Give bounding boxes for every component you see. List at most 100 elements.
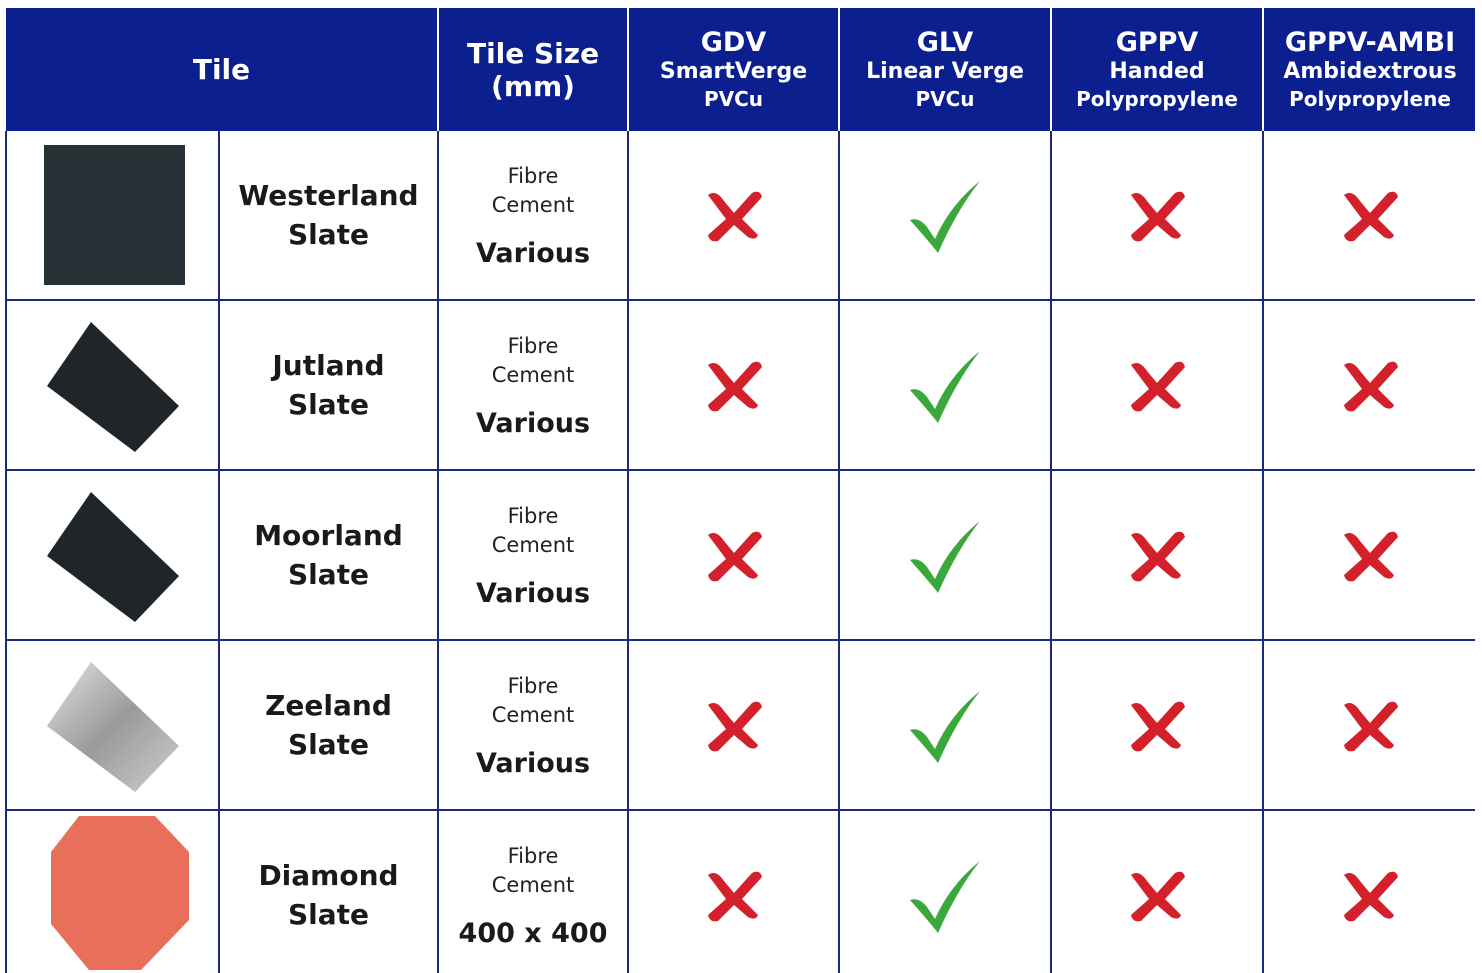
compat-cell bbox=[1262, 640, 1475, 811]
size-cell: Fibre Cement 400 x 400 bbox=[437, 810, 630, 973]
cross-icon bbox=[707, 191, 762, 242]
image-cell bbox=[5, 810, 220, 973]
size-cell: Fibre Cement Various bbox=[437, 640, 630, 811]
tile-image bbox=[51, 816, 189, 970]
tile-name: Slate bbox=[287, 388, 370, 421]
product-desc: Handed bbox=[1109, 58, 1205, 84]
compat-cell bbox=[627, 810, 841, 973]
image-cell bbox=[5, 300, 220, 471]
table-row: Westerland Slate Fibre Cement Various bbox=[5, 131, 1475, 301]
header-row: Tile Tile Size (mm) GDV SmartVerge PVCu GLV L… bbox=[6, 8, 1475, 131]
cross bbox=[707, 531, 762, 582]
table-row: Zeeland Slate Fibre Cement Various bbox=[5, 640, 1475, 811]
tile-size: Various bbox=[475, 237, 591, 269]
product-code: GLV bbox=[916, 26, 974, 58]
check-icon bbox=[910, 181, 981, 253]
cross-icon bbox=[1343, 531, 1398, 582]
product-desc: Polypropylene bbox=[1289, 86, 1451, 111]
check bbox=[910, 691, 981, 763]
tile-name: Slate bbox=[287, 218, 370, 251]
cross bbox=[1343, 361, 1398, 412]
name-cell: Diamond Slate bbox=[217, 810, 440, 973]
cross bbox=[1343, 871, 1398, 922]
product-desc: PVCu bbox=[703, 86, 764, 111]
cross-icon bbox=[1343, 361, 1398, 412]
header-cell: GPPV-AMBI Ambidextrous Polypropylene bbox=[1262, 8, 1475, 131]
cross bbox=[707, 191, 762, 242]
product-code: GPPV bbox=[1115, 26, 1199, 58]
compat-cell bbox=[838, 470, 1053, 641]
size-cell: Fibre Cement Various bbox=[437, 300, 630, 471]
check bbox=[910, 351, 981, 423]
material: Fibre bbox=[507, 843, 559, 868]
product-desc: SmartVerge bbox=[659, 58, 808, 84]
compatibility-table: Tile Tile Size (mm) GDV SmartVerge PVCu GLV L… bbox=[5, 8, 1475, 973]
cross bbox=[707, 361, 762, 412]
cross-icon bbox=[707, 361, 762, 412]
check-icon bbox=[910, 521, 981, 593]
compat-cell bbox=[1050, 640, 1265, 811]
tile-name: Slate bbox=[287, 728, 370, 761]
compat-cell bbox=[1050, 810, 1265, 973]
header-size: Tile Size bbox=[466, 36, 600, 70]
compat-cell bbox=[838, 131, 1053, 301]
tile-image bbox=[47, 662, 179, 792]
tile-name: Zeeland bbox=[265, 689, 392, 722]
check bbox=[910, 861, 981, 933]
tile-image bbox=[44, 145, 185, 285]
material: Cement bbox=[491, 872, 575, 897]
table-row: Moorland Slate Fibre Cement Various bbox=[5, 470, 1475, 641]
compat-cell bbox=[1050, 131, 1265, 301]
cross bbox=[1131, 531, 1186, 582]
product-desc: Linear Verge bbox=[866, 58, 1024, 84]
cross bbox=[1343, 191, 1398, 242]
name-cell: Moorland Slate bbox=[217, 470, 440, 641]
cross bbox=[1131, 871, 1186, 922]
cross-icon bbox=[707, 701, 762, 752]
compat-cell bbox=[627, 640, 841, 811]
product-code: GDV bbox=[700, 26, 767, 58]
tile-image bbox=[47, 322, 179, 452]
cross bbox=[707, 871, 762, 922]
size-cell: Fibre Cement Various bbox=[437, 470, 630, 641]
cross-icon bbox=[707, 531, 762, 582]
cross bbox=[707, 701, 762, 752]
header-tile: Tile bbox=[192, 53, 251, 86]
compat-cell bbox=[1262, 470, 1475, 641]
compat-cell bbox=[627, 300, 841, 471]
check-icon bbox=[910, 861, 981, 933]
image-cell bbox=[5, 470, 220, 641]
tile-name: Slate bbox=[287, 558, 370, 591]
compat-cell bbox=[627, 131, 841, 301]
tile-size: 400 x 400 bbox=[458, 917, 608, 949]
cross bbox=[1131, 361, 1186, 412]
header-cell: GDV SmartVerge PVCu bbox=[627, 8, 840, 131]
product-desc: Ambidextrous bbox=[1283, 58, 1457, 84]
size-cell: Fibre Cement Various bbox=[437, 131, 630, 301]
table-row: Jutland Slate Fibre Cement Various bbox=[5, 300, 1475, 471]
name-cell: Westerland Slate bbox=[217, 131, 440, 301]
check-icon bbox=[910, 691, 981, 763]
cross bbox=[1343, 701, 1398, 752]
compat-cell bbox=[1050, 300, 1265, 471]
compat-cell bbox=[838, 640, 1053, 811]
compat-cell bbox=[838, 810, 1053, 973]
header-size: (mm) bbox=[491, 69, 575, 103]
material: Cement bbox=[491, 532, 575, 557]
material: Fibre bbox=[507, 333, 559, 358]
image-cell bbox=[5, 640, 220, 811]
compat-cell bbox=[1262, 810, 1475, 973]
material: Fibre bbox=[507, 503, 559, 528]
material: Fibre bbox=[507, 673, 559, 698]
check bbox=[910, 521, 981, 593]
tile-name: Moorland bbox=[254, 519, 403, 552]
name-cell: Jutland Slate bbox=[217, 300, 440, 471]
cross-icon bbox=[1131, 871, 1186, 922]
cross-icon bbox=[707, 871, 762, 922]
header-cell: GPPV Handed Polypropylene bbox=[1050, 8, 1264, 131]
header-cell: GLV Linear Verge PVCu bbox=[838, 8, 1052, 131]
material: Cement bbox=[491, 362, 575, 387]
tile-size: Various bbox=[475, 747, 591, 779]
cross bbox=[1343, 531, 1398, 582]
